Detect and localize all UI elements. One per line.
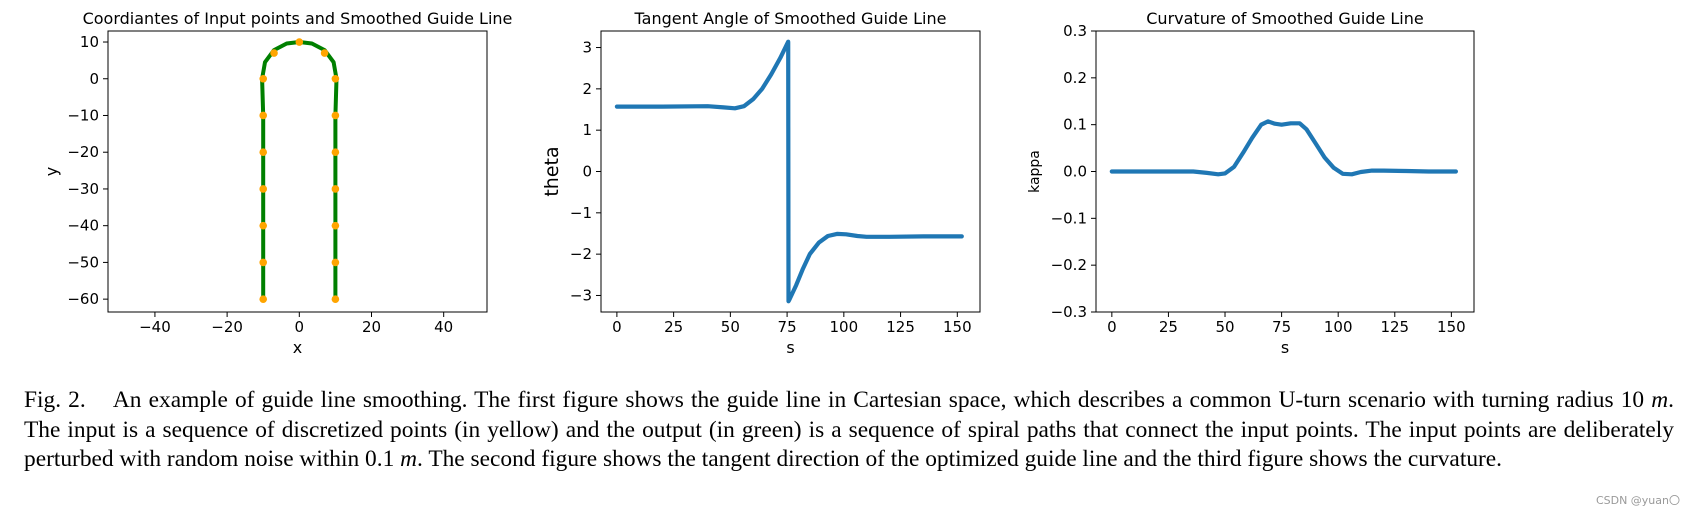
chart-1-y-tick-label: 10 <box>80 33 99 51</box>
chart-1-y-tick-label: −30 <box>67 180 99 198</box>
chart-1-x-tick-label: −40 <box>139 318 171 336</box>
figure-panels: −40 −20 0 20 40100−10−20−30−40−50−60Coordian… <box>42 9 1475 357</box>
chart-1-input-point <box>331 221 340 230</box>
chart-2-x-tick-label: 25 <box>664 318 683 336</box>
chart-3-x-tick-label: 100 <box>1324 318 1353 336</box>
chart-3-x-tick-label: 0 <box>1107 318 1117 336</box>
caption-unit1: m <box>1651 387 1669 413</box>
chart-1-title: Coordiantes of Input points and Smoothed… <box>83 9 513 28</box>
chart-3-y-tick-label: −0.2 <box>1051 256 1087 274</box>
chart-1-input-point <box>259 258 268 267</box>
chart-2-x-tick-label: 0 <box>612 318 622 336</box>
chart-1-y-tick-label: 0 <box>89 70 99 88</box>
chart-2-y-tick-label: −1 <box>570 204 592 222</box>
chart-3-x-tick-label: 150 <box>1437 318 1466 336</box>
chart-1-y-axis-label: y <box>42 167 61 176</box>
chart-1-input-point <box>331 148 340 157</box>
chart-1-input-point <box>259 295 268 303</box>
chart-3-y-tick-label: 0.3 <box>1063 22 1087 40</box>
chart-1-y-tick-label: −40 <box>67 217 99 235</box>
chart-1-input-point <box>270 49 278 57</box>
caption-unit2: m <box>400 446 418 472</box>
caption-part3: . The second figure shows the tangent di… <box>417 446 1503 472</box>
chart-3-y-tick-label: −0.1 <box>1051 209 1087 227</box>
chart-1-y-tick-label: −60 <box>67 290 99 308</box>
chart-2-title: Tangent Angle of Smoothed Guide Line <box>634 9 947 28</box>
chart-1-input-point <box>320 49 329 57</box>
chart-1-input-point <box>259 185 268 193</box>
chart-1-x-tick-label: 20 <box>362 318 381 336</box>
chart-1-x-axis-label: x <box>293 338 302 357</box>
chart-2-x-tick-label: 75 <box>778 318 797 336</box>
chart-2-y-tick-label: −2 <box>570 245 592 263</box>
chart-1-input-point <box>331 111 340 120</box>
caption-part1: An example of guide line smoothing. The … <box>112 387 1652 413</box>
chart-3-y-tick-label: 0.0 <box>1063 163 1087 181</box>
chart-1-input-point <box>259 111 268 120</box>
chart-3-y-tick-label: 0.2 <box>1063 69 1087 87</box>
chart-2-x-tick-label: 125 <box>886 318 915 336</box>
chart-2-series-line <box>614 39 964 304</box>
chart-2-x-tick-label: 150 <box>943 318 972 336</box>
chart-1-axes-frame <box>107 30 488 313</box>
chart-2-y-tick-label: −3 <box>570 286 592 304</box>
chart-3-x-tick-label: 75 <box>1272 318 1291 336</box>
chart-1-input-point <box>331 74 340 83</box>
chart-3-y-axis-label: kappa <box>1027 150 1043 193</box>
chart-1-y-tick-label: −50 <box>67 253 99 271</box>
chart-3-y-tick-label: −0.3 <box>1051 303 1087 321</box>
chart-1-x-tick-label: −20 <box>211 318 243 336</box>
chart-2-x-tick-label: 50 <box>721 318 740 336</box>
chart-3-series-line <box>1109 119 1458 177</box>
chart-1-x-tick-label: 0 <box>295 318 305 336</box>
chart-1-input-point <box>331 185 340 193</box>
chart-1-y-tick-label: −10 <box>67 106 99 124</box>
chart-2-x-tick-label: 100 <box>830 318 859 336</box>
chart-2-x-axis-label: s <box>786 338 794 357</box>
chart-1-y-tick-label: −20 <box>67 143 99 161</box>
chart-1-input-point <box>331 258 340 267</box>
chart-2-y-axis-label: theta <box>541 146 563 196</box>
chart-2-y-tick-label: 1 <box>582 121 592 139</box>
chart-3-y-tick-label: 0.1 <box>1063 116 1087 134</box>
chart-1-input-point <box>295 38 304 46</box>
chart-1-input-point <box>331 295 340 303</box>
chart-1-series-line <box>260 40 339 302</box>
chart-3-x-axis-label: s <box>1281 338 1289 357</box>
chart-1-input-point <box>259 74 268 83</box>
chart-2-y-tick-label: 3 <box>582 39 592 57</box>
chart-2-y-tick-label: 0 <box>582 163 592 181</box>
chart-3-x-tick-label: 25 <box>1159 318 1178 336</box>
chart-3-title: Curvature of Smoothed Guide Line <box>1146 9 1423 28</box>
caption-label: Fig. 2. <box>24 387 86 413</box>
caption-part2: . The input is a sequence of discretized… <box>24 387 1674 472</box>
chart-3-x-tick-label: 125 <box>1380 318 1409 336</box>
watermark: CSDN @yuan〇 <box>1595 494 1680 507</box>
chart-1-input-point <box>259 221 268 230</box>
chart-1-input-point <box>259 148 268 157</box>
chart-3-x-tick-label: 50 <box>1215 318 1234 336</box>
chart-2-y-tick-label: 2 <box>582 80 592 98</box>
figure-caption: Fig. 2. An example of guide line smoothi… <box>24 386 1674 475</box>
chart-1-x-tick-label: 40 <box>434 318 453 336</box>
